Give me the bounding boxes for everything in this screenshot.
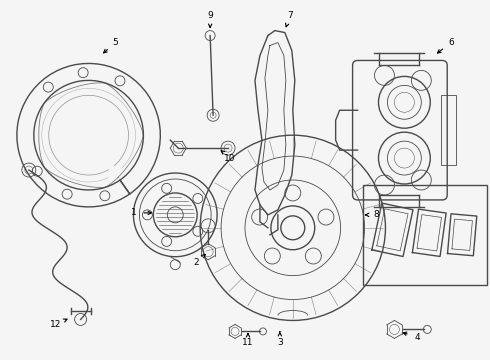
Text: 5: 5 (113, 38, 119, 47)
Text: 3: 3 (277, 338, 283, 347)
Text: 10: 10 (224, 154, 236, 163)
Text: 4: 4 (415, 333, 420, 342)
Text: 7: 7 (287, 11, 293, 20)
Text: 11: 11 (242, 338, 254, 347)
Text: 1: 1 (130, 208, 136, 217)
Text: 8: 8 (373, 210, 379, 219)
Bar (363, 185, 487, 285)
Text: 9: 9 (207, 11, 213, 20)
Text: 12: 12 (50, 320, 61, 329)
Text: 2: 2 (194, 258, 199, 267)
Bar (441, 95, 456, 165)
Text: 6: 6 (448, 38, 454, 47)
